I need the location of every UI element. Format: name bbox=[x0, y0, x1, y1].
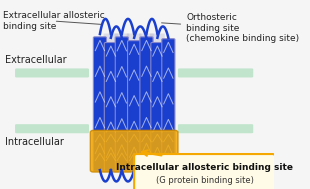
Text: Intracellular allosteric binding site: Intracellular allosteric binding site bbox=[116, 163, 293, 172]
FancyBboxPatch shape bbox=[15, 68, 89, 77]
Text: Orthosteric
binding site
(chemokine binding site): Orthosteric binding site (chemokine bind… bbox=[162, 13, 299, 43]
FancyBboxPatch shape bbox=[104, 33, 118, 173]
FancyBboxPatch shape bbox=[115, 37, 128, 169]
FancyBboxPatch shape bbox=[93, 131, 107, 171]
Text: (G protein binding site): (G protein binding site) bbox=[156, 176, 254, 185]
FancyBboxPatch shape bbox=[104, 43, 117, 171]
FancyBboxPatch shape bbox=[104, 131, 117, 171]
Text: Extracellular: Extracellular bbox=[6, 56, 67, 65]
FancyBboxPatch shape bbox=[128, 131, 141, 171]
FancyBboxPatch shape bbox=[15, 124, 89, 133]
FancyBboxPatch shape bbox=[151, 43, 164, 171]
FancyBboxPatch shape bbox=[127, 33, 142, 173]
FancyBboxPatch shape bbox=[90, 130, 178, 172]
FancyBboxPatch shape bbox=[162, 131, 175, 171]
FancyBboxPatch shape bbox=[139, 33, 154, 173]
FancyBboxPatch shape bbox=[140, 131, 153, 171]
FancyBboxPatch shape bbox=[114, 33, 129, 173]
FancyBboxPatch shape bbox=[115, 131, 128, 171]
FancyBboxPatch shape bbox=[151, 131, 164, 171]
FancyBboxPatch shape bbox=[178, 124, 253, 133]
FancyBboxPatch shape bbox=[93, 37, 107, 167]
Text: Intracellular: Intracellular bbox=[6, 137, 64, 147]
Text: Extracellular allosteric
binding site: Extracellular allosteric binding site bbox=[3, 11, 104, 31]
FancyBboxPatch shape bbox=[150, 33, 165, 173]
FancyBboxPatch shape bbox=[162, 39, 175, 169]
FancyBboxPatch shape bbox=[178, 68, 253, 77]
FancyBboxPatch shape bbox=[128, 41, 141, 171]
FancyBboxPatch shape bbox=[140, 37, 153, 167]
FancyBboxPatch shape bbox=[134, 154, 275, 189]
